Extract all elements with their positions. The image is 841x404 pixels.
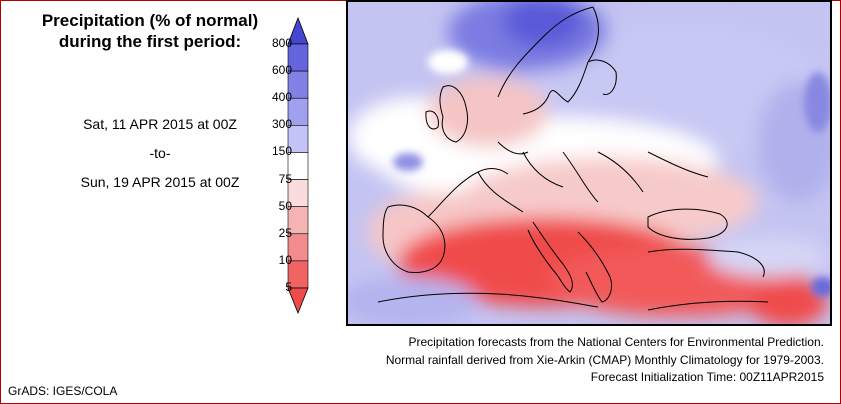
legend-tick-label: 300: [271, 117, 292, 132]
period-end: Sun, 19 APR 2015 at 00Z: [80, 174, 240, 190]
legend-tick-label: 50: [278, 198, 292, 213]
legend-tick-label: 5: [285, 280, 292, 294]
chart-title: Precipitation (% of normal) during the f…: [20, 10, 280, 52]
precipitation-map: [346, 0, 832, 326]
grads-attribution: GrADS: IGES/COLA: [8, 384, 118, 398]
color-legend: 800 600 400 300 150 75 50 25 10 5: [268, 16, 328, 316]
credits-line-1: Precipitation forecasts from the Nationa…: [408, 335, 824, 349]
legend-tick-label: 400: [271, 90, 292, 105]
title-line-2: during the first period:: [58, 32, 242, 51]
credits-line-3: Forecast Initialization Time: 00Z11APR20…: [590, 370, 824, 384]
period-start: Sat, 11 APR 2015 at 00Z: [83, 116, 237, 132]
coastlines: [377, 6, 769, 311]
title-line-1: Precipitation (% of normal): [41, 11, 259, 30]
legend-tick-label: 150: [271, 144, 292, 159]
period-separator: -to-: [149, 145, 171, 161]
credits-block: Precipitation forecasts from the Nationa…: [340, 334, 824, 387]
legend-tick-label: 800: [271, 36, 292, 50]
legend-tick-label: 10: [278, 252, 292, 267]
legend-tick-label: 75: [278, 171, 292, 186]
legend-tick-label: 600: [271, 63, 292, 78]
legend-tick-label: 25: [278, 225, 292, 240]
legend-colorbar: [287, 16, 309, 315]
anomaly-field: [348, 2, 830, 324]
map-canvas: [348, 2, 830, 324]
legend-arrow-bottom: [287, 287, 309, 315]
credits-line-2: Normal rainfall derived from Xie-Arkin (…: [385, 352, 824, 367]
